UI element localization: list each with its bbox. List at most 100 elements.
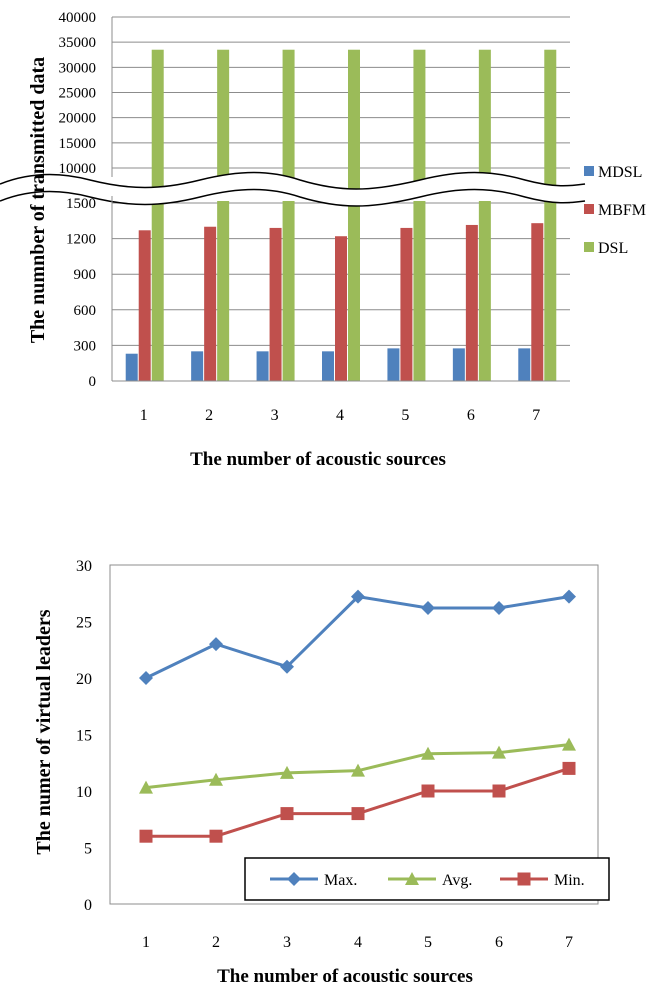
y-tick-label: 5 (84, 841, 92, 858)
line-chart-plot-area (109, 564, 599, 905)
x-tick-label: 4 (354, 934, 362, 951)
y-tick-label: 20000 (59, 111, 97, 127)
bar-dsl-3 (282, 49, 295, 381)
transmitted-data-bar-chart: 0 300 600 900 1200 1500 10000 15000 20000 25000 30… (0, 10, 646, 470)
y-tick-label: 900 (74, 267, 97, 283)
legend-swatch-dsl (584, 242, 594, 252)
series-line-max (145, 595, 570, 680)
axis-break (0, 171, 586, 207)
x-tick-label: 1 (142, 934, 150, 951)
y-tick-label: 0 (89, 374, 97, 390)
line-chart-x-tick-labels: 1 2 3 4 5 6 7 (142, 934, 573, 951)
point-max-4 (351, 589, 365, 604)
y-tick-label: 15 (76, 728, 92, 745)
x-tick-label: 2 (205, 407, 213, 424)
bar-dsl-5 (413, 49, 426, 381)
legend-label-mbfm: MBFM (598, 202, 646, 219)
point-min-6 (492, 784, 506, 798)
x-tick-label: 2 (212, 934, 220, 951)
y-tick-label: 15000 (59, 136, 97, 152)
x-tick-label: 3 (283, 934, 291, 951)
bar-mdsl-4 (322, 351, 334, 381)
legend-swatch-mbfm (584, 204, 594, 214)
bar-dsl-2 (217, 49, 230, 381)
point-avg-3 (280, 765, 294, 779)
x-tick-label: 5 (401, 407, 409, 424)
point-max-3 (280, 659, 294, 674)
bar-mdsl-2 (191, 351, 204, 381)
y-tick-label: 25000 (59, 86, 97, 102)
bar-mbfm-7 (531, 223, 544, 381)
line-chart-legend: Max. Avg. Min. (244, 857, 610, 901)
point-max-7 (562, 589, 576, 604)
bar-dsl-4 (348, 49, 360, 381)
bar-dsl-1 (151, 49, 164, 381)
y-tick-label: 1200 (66, 232, 96, 248)
x-tick-label: 7 (565, 934, 573, 951)
bar-mbfm-6 (465, 224, 478, 381)
bar-mbfm-5 (400, 227, 413, 381)
point-max-2 (209, 637, 223, 652)
y-tick-label: 30 (76, 558, 92, 575)
point-min-1 (139, 829, 153, 843)
line-chart-x-axis-label: The number of acoustic sources (217, 966, 473, 987)
x-tick-label: 4 (336, 407, 344, 424)
point-avg-7 (562, 737, 576, 751)
bar-dsl-7 (544, 49, 557, 381)
y-tick-label: 20 (76, 671, 92, 688)
point-max-6 (492, 600, 506, 615)
point-avg-5 (421, 746, 435, 760)
bar-mbfm-4 (335, 236, 347, 381)
bar-dsl-6 (478, 49, 491, 381)
legend-label-max: Max. (324, 872, 357, 889)
axis-break-fill (0, 172, 585, 206)
y-tick-label: 25 (76, 615, 92, 632)
y-tick-label: 35000 (59, 35, 97, 51)
y-tick-label: 300 (74, 338, 97, 354)
point-avg-1 (139, 780, 153, 794)
axis-break-lower-wave (0, 188, 586, 207)
x-tick-label: 6 (467, 407, 475, 424)
point-max-5 (421, 600, 435, 615)
bar-mbfm-2 (204, 226, 217, 381)
legend-marker-max (287, 872, 301, 886)
bar-chart-legend: MDSL MBFM DSL (584, 164, 646, 257)
legend-label-min: Min. (554, 872, 585, 889)
point-avg-4 (351, 763, 365, 777)
legend-label-dsl: DSL (598, 240, 628, 257)
bar-chart-y-tick-labels: 0 300 600 900 1200 1500 10000 15000 20000 25000 30… (59, 10, 97, 390)
bar-mbfm-1 (138, 230, 151, 381)
x-tick-label: 3 (271, 407, 279, 424)
point-max-1 (139, 671, 153, 685)
point-min-2 (209, 829, 223, 843)
line-chart-y-tick-labels: 0 5 10 15 20 25 30 (76, 558, 92, 914)
point-min-3 (280, 807, 294, 821)
bar-chart-y-axis-label: The numnber of transmitted data (27, 57, 49, 343)
x-tick-label: 5 (424, 934, 432, 951)
legend-label-mdsl: MDSL (598, 164, 642, 181)
bar-mbfm-3 (269, 227, 282, 381)
legend-marker-avg (405, 872, 419, 885)
legend-marker-min (517, 872, 531, 886)
bar-chart-x-tick-labels: 1 2 3 4 5 6 7 (140, 407, 541, 424)
bar-chart-axes (111, 17, 570, 382)
point-min-4 (351, 807, 365, 821)
bar-mdsl-3 (256, 351, 269, 381)
line-chart-series (139, 589, 576, 843)
legend-swatch-mdsl (584, 166, 594, 176)
line-chart-y-axis-label: The numer of virtual leaders (33, 609, 55, 854)
y-tick-label: 30000 (59, 60, 97, 76)
virtual-leaders-line-chart: 0 5 10 15 20 25 30 1 2 3 4 5 6 7 Max. Avg. Min. The nu… (33, 558, 610, 987)
point-min-5 (421, 784, 435, 798)
bar-chart-bars (125, 49, 557, 381)
y-tick-label: 10000 (59, 161, 97, 177)
y-tick-label: 10 (76, 784, 92, 801)
y-tick-label: 600 (74, 303, 97, 319)
bar-chart-x-axis-label: The number of acoustic sources (190, 449, 446, 470)
legend-label-avg: Avg. (442, 872, 472, 889)
bar-mdsl-7 (518, 348, 531, 381)
y-tick-label: 40000 (59, 10, 97, 26)
series-line-min (146, 766, 570, 838)
axis-break-upper-wave (0, 171, 586, 190)
